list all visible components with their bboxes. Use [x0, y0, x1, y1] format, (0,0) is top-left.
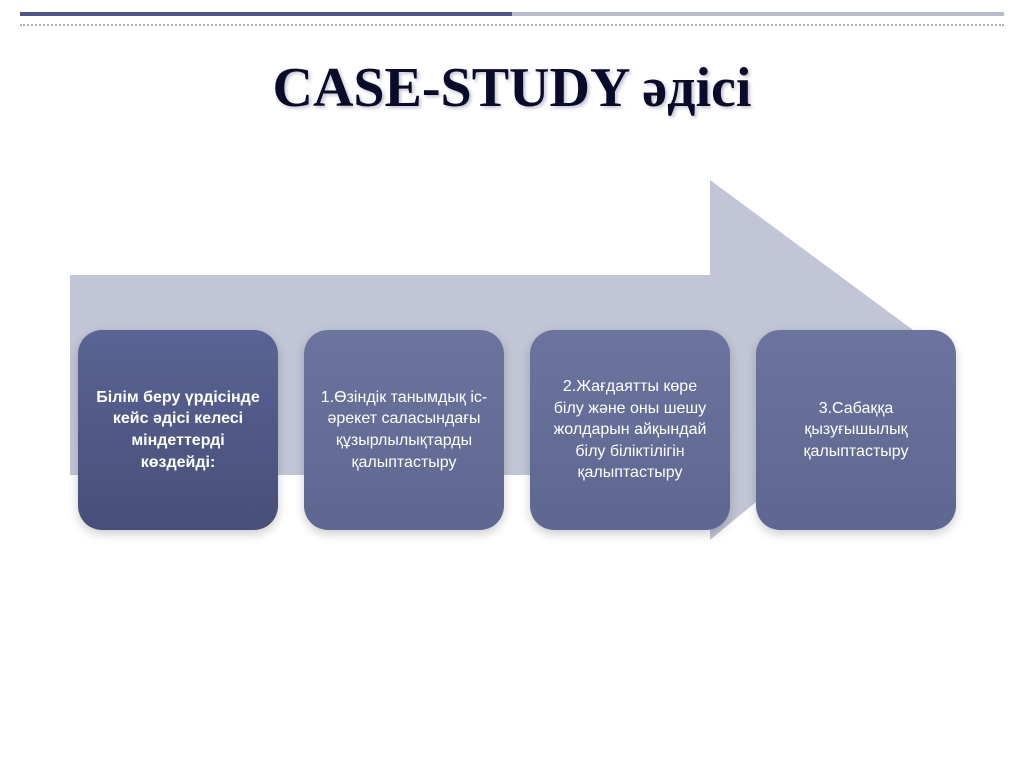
process-box-text: 3.Сабаққа қызуғышылық қалыптастыру — [772, 398, 940, 463]
process-box-step-2: 2.Жағдаятты көре білу және оны шешу жолд… — [530, 330, 730, 530]
page-title: CASE-STUDY әдісі — [0, 56, 1024, 120]
top-border-segment-light — [512, 12, 1004, 16]
process-box-intro: Білім беру үрдісінде кейс әдісі келесі м… — [78, 330, 278, 530]
process-box-step-3: 3.Сабаққа қызуғышылық қалыптастыру — [756, 330, 956, 530]
process-box-text: 1.Өзіндік танымдық іс-әрекет саласындағы… — [320, 387, 488, 473]
top-dotted-line — [20, 24, 1004, 26]
top-border-segment-dark — [20, 12, 512, 16]
process-boxes-row: Білім беру үрдісінде кейс әдісі келесі м… — [78, 330, 956, 530]
process-box-text: Білім беру үрдісінде кейс әдісі келесі м… — [94, 387, 262, 473]
top-border-line — [20, 12, 1004, 16]
process-box-step-1: 1.Өзіндік танымдық іс-әрекет саласындағы… — [304, 330, 504, 530]
process-box-text: 2.Жағдаятты көре білу және оны шешу жолд… — [546, 376, 714, 484]
